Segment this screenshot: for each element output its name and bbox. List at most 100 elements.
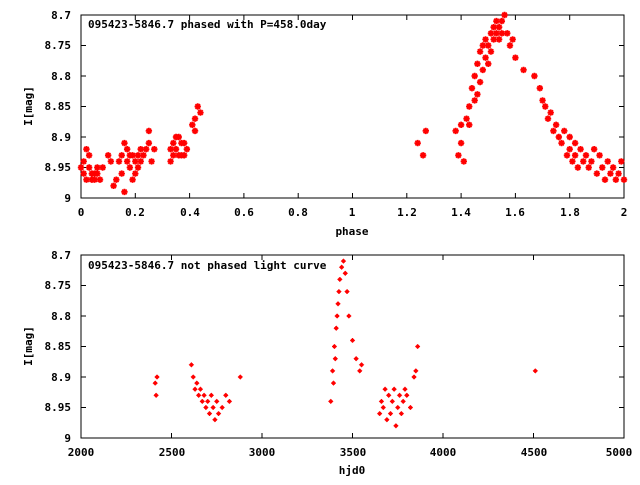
phased-data-point — [422, 127, 430, 135]
unphased-data-point — [358, 362, 365, 368]
unphased-panel: 095423-5846.7 not phased light curve I[m… — [22, 249, 632, 477]
phased-data-point — [547, 109, 554, 116]
phased-data-point — [123, 146, 131, 153]
phased-data-point — [474, 91, 481, 98]
unphased-data-point — [332, 355, 339, 362]
phased-data-point — [550, 127, 557, 135]
unphased-data-point — [335, 301, 341, 307]
unphased-data-point — [393, 423, 399, 429]
phased-data-point — [145, 139, 153, 147]
phased-data-point — [80, 158, 87, 165]
phased-data-point — [191, 127, 199, 135]
unphased-data-point — [346, 313, 352, 319]
phased-data-point — [94, 164, 101, 171]
unphased-data-point — [342, 270, 349, 277]
phased-data-point — [145, 127, 153, 135]
unphased-data-point — [353, 355, 359, 362]
unphased-data-point — [188, 362, 195, 368]
phased-data-point — [620, 176, 628, 183]
unphased-data-point — [336, 288, 342, 295]
unphased-data-point — [396, 392, 403, 399]
unphased-data-point — [398, 410, 405, 417]
phased-data-point — [482, 54, 489, 61]
phased-data-point — [191, 115, 199, 122]
phased-y-tick-label: 8.7 — [51, 9, 71, 22]
phased-data-point — [85, 164, 93, 171]
unphased-x-tick-label: 3500 — [340, 446, 367, 459]
unphased-data-points — [152, 258, 539, 429]
unphased-data-point — [532, 368, 539, 374]
unphased-y-tick-label: 8.85 — [45, 340, 72, 353]
phased-x-tick-label: 1.8 — [560, 206, 580, 219]
unphased-data-point — [334, 313, 340, 319]
phased-data-point — [555, 133, 563, 141]
phased-x-axis-label: phase — [335, 225, 368, 238]
unphased-data-point — [213, 398, 220, 405]
phased-data-point — [94, 170, 101, 177]
phased-data-point — [498, 30, 506, 37]
phased-data-point — [463, 115, 470, 122]
phased-data-point — [495, 24, 503, 31]
phased-y-tick-label: 8.75 — [45, 39, 72, 52]
phased-data-point — [566, 133, 573, 141]
phased-data-point — [485, 60, 492, 67]
phased-data-point — [121, 139, 128, 147]
phased-data-point — [468, 85, 476, 92]
phased-data-point — [132, 170, 139, 177]
phased-data-point — [137, 146, 144, 153]
phased-y-tick-label: 8.85 — [45, 100, 72, 113]
phased-data-point — [180, 139, 188, 147]
phased-y-tick-label: 8.9 — [51, 131, 71, 144]
unphased-data-point — [153, 392, 159, 399]
phased-x-axis: 0 0.2 0.4 0.6 0.8 1 1.2 1.4 1.6 1.8 2 — [78, 206, 628, 219]
phased-data-point — [194, 103, 201, 110]
phased-data-point — [520, 66, 527, 74]
unphased-x-tick-label: 5000 — [606, 446, 633, 459]
unphased-y-tick-label: 8.95 — [45, 401, 72, 414]
phased-x-tick-label: 1.4 — [451, 206, 471, 219]
unphased-data-point — [212, 416, 218, 423]
unphased-data-point — [338, 264, 345, 270]
unphased-data-point — [226, 398, 233, 405]
phased-data-point — [588, 158, 595, 165]
unphased-data-point — [407, 404, 414, 411]
phased-data-point — [599, 164, 606, 171]
phased-data-point — [457, 121, 465, 128]
phased-data-point — [490, 36, 497, 43]
phased-data-point — [612, 176, 620, 183]
phased-data-point — [607, 170, 614, 177]
unphased-data-point — [203, 404, 209, 411]
phased-data-point — [596, 152, 603, 159]
unphased-x-tick-label: 2500 — [159, 446, 186, 459]
unphased-data-point — [330, 380, 337, 386]
unphased-y-tick-label: 9 — [64, 432, 71, 445]
unphased-data-point — [349, 337, 356, 344]
phased-data-point — [580, 158, 587, 165]
phased-data-point — [571, 139, 579, 147]
phased-data-point — [490, 24, 497, 31]
unphased-x-tick-label: 4000 — [430, 446, 457, 459]
phased-data-point — [140, 152, 147, 159]
phased-data-point — [498, 17, 506, 25]
phased-data-point — [132, 158, 139, 165]
phased-data-point — [471, 72, 478, 80]
phased-data-point — [482, 36, 489, 43]
unphased-tick-marks — [80, 254, 625, 439]
phased-data-point — [419, 152, 427, 159]
phased-data-point — [544, 115, 552, 122]
phased-y-axis: 8.7 8.75 8.8 8.85 8.9 8.95 9 — [45, 9, 72, 205]
phased-data-point — [466, 121, 473, 128]
phased-data-point — [83, 176, 90, 183]
unphased-x-axis: 2000 2500 3000 3500 4000 4500 5000 — [68, 446, 633, 459]
unphased-data-point — [192, 386, 198, 392]
phased-data-point — [601, 176, 609, 183]
phased-data-point — [571, 152, 579, 159]
phased-x-tick-label: 0.8 — [288, 206, 308, 219]
phased-data-point — [151, 146, 158, 153]
unphased-data-point — [391, 386, 397, 392]
phased-x-tick-label: 1.2 — [397, 206, 417, 219]
phased-data-point — [506, 42, 514, 49]
phased-data-point — [414, 139, 421, 147]
unphased-data-point — [356, 368, 363, 374]
